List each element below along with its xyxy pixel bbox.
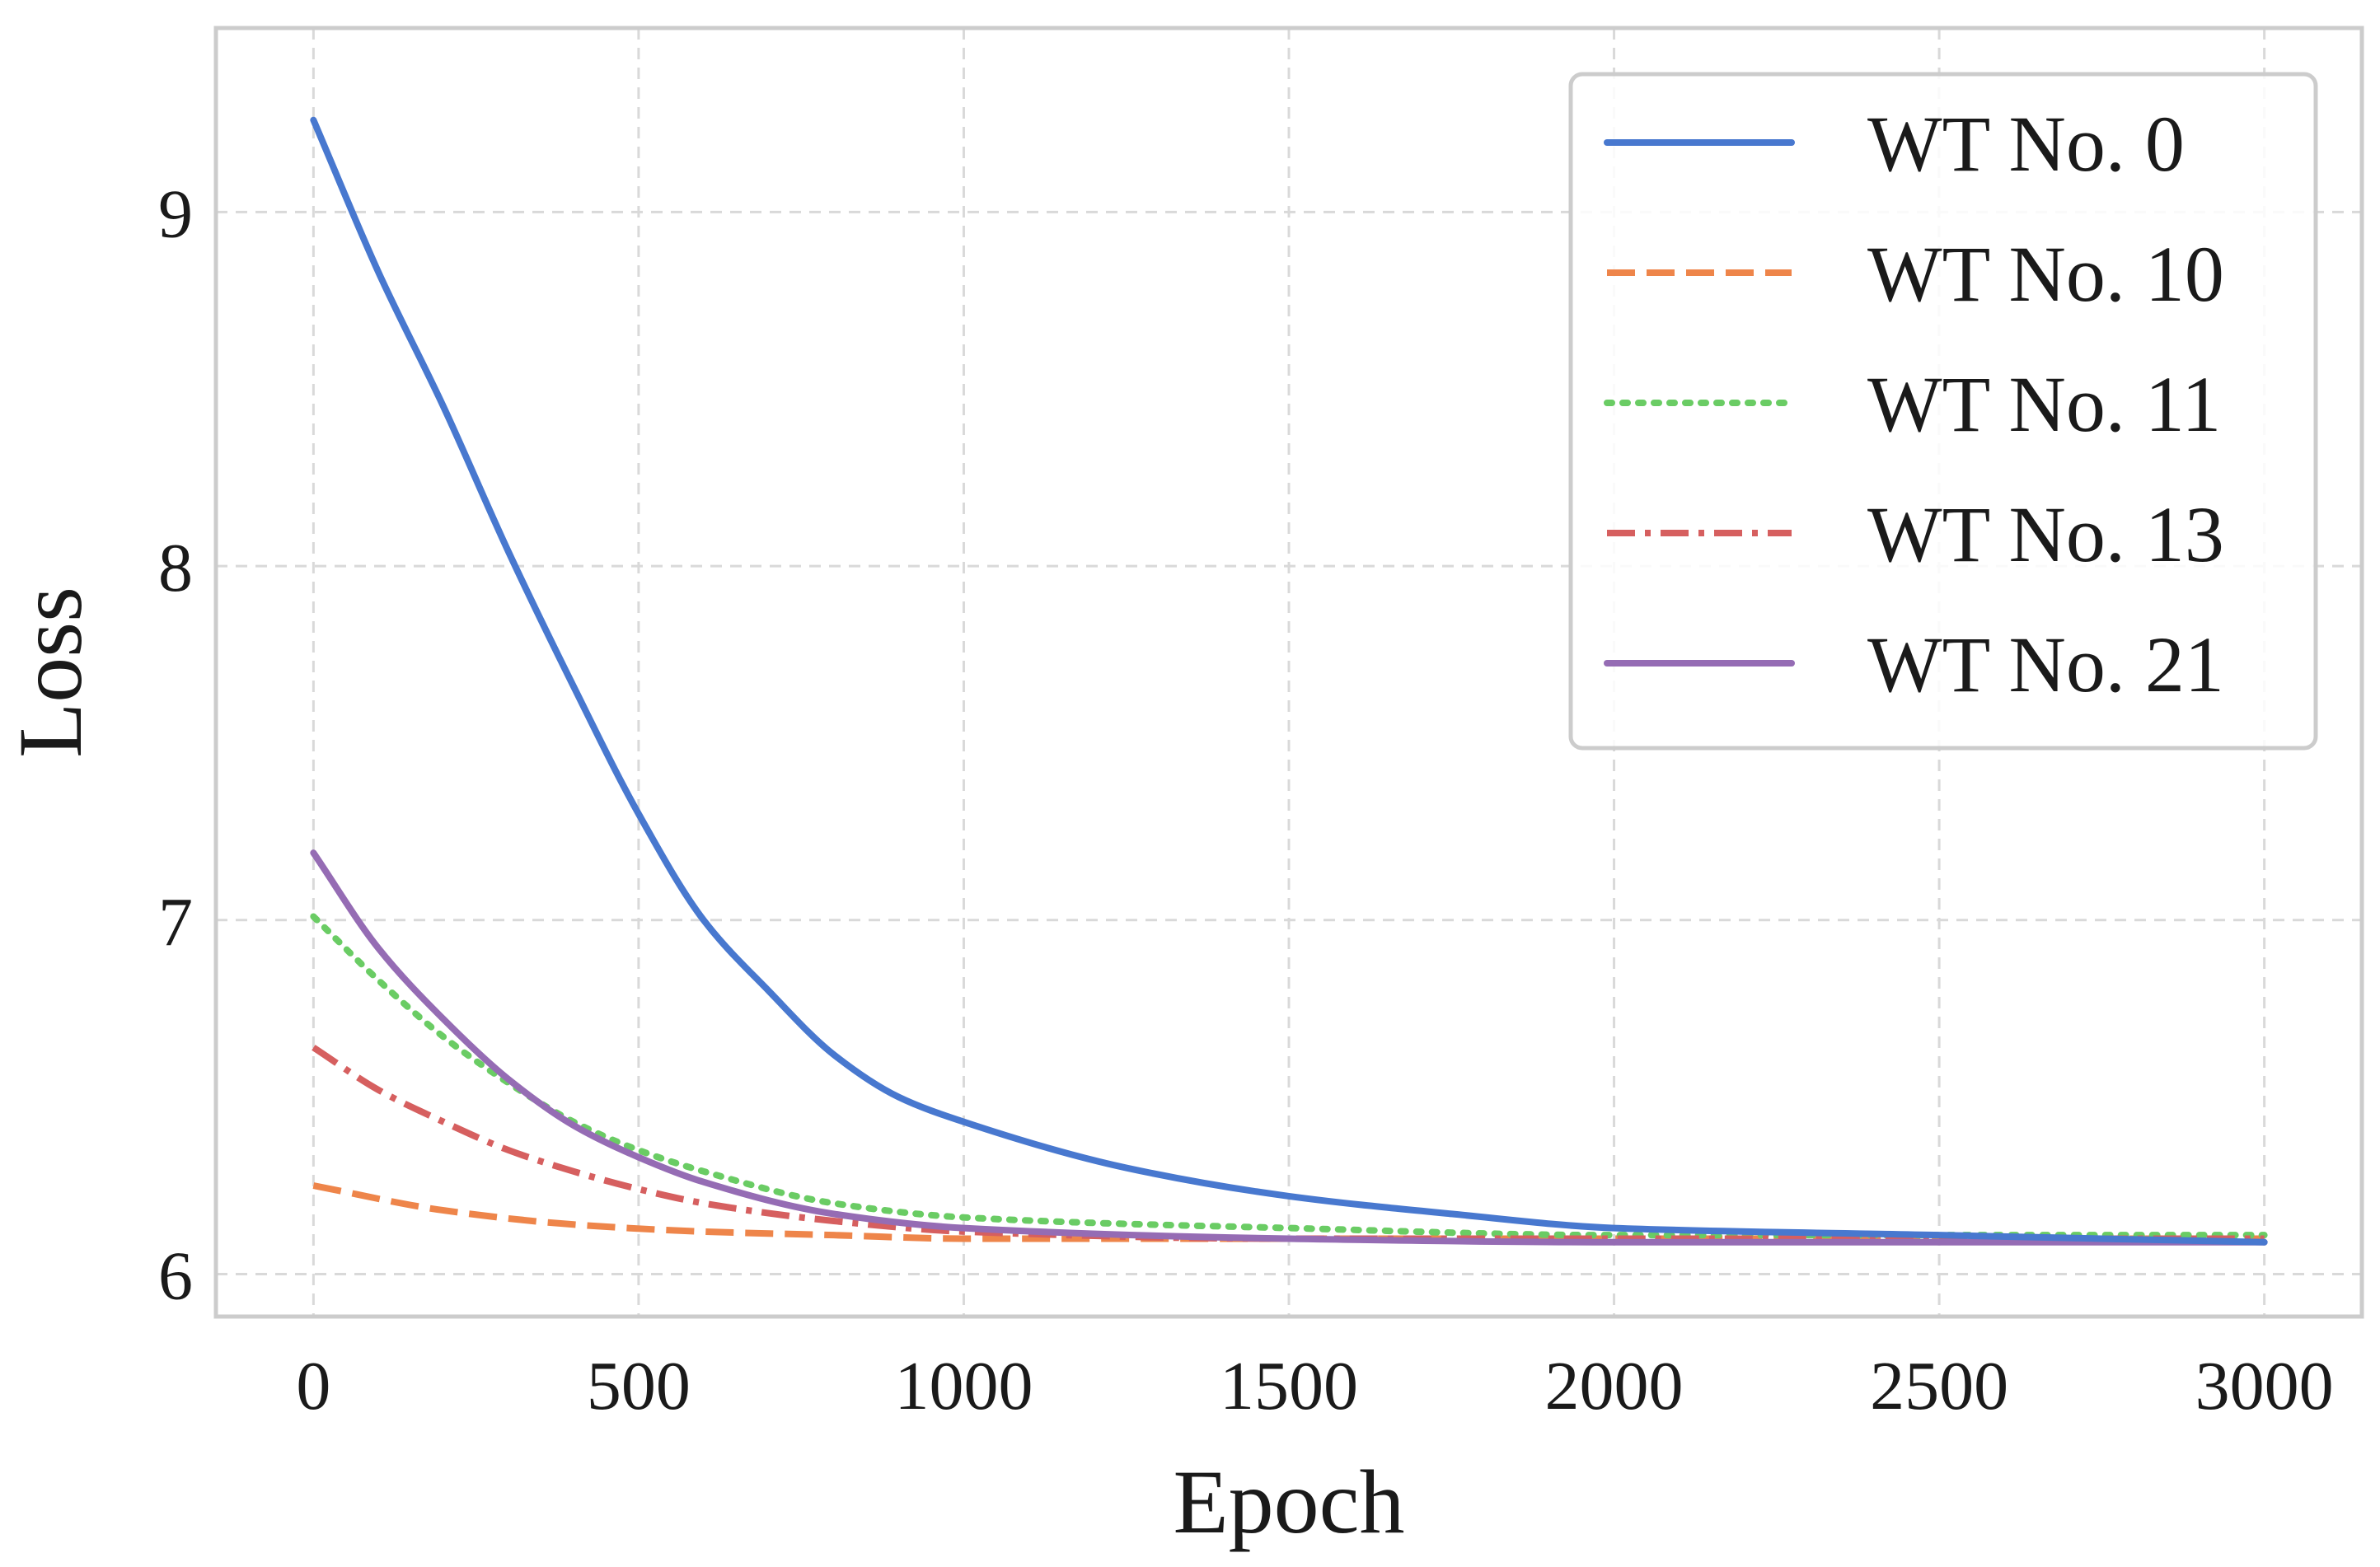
legend-label: WT No. 13: [1867, 490, 2224, 578]
series-line-wt-no-0: [310, 116, 2268, 1246]
x-tick-labels: 0 500 1000 1500 2000 2500 3000: [296, 1348, 2333, 1424]
legend: WT No. 0 WT No. 10 WT No. 11 WT No. 13 WT No…: [1568, 72, 2318, 751]
legend-label: WT No. 10: [1867, 230, 2224, 318]
x-tick-label: 0: [296, 1348, 330, 1424]
series-line-wt-no-21: [310, 849, 2268, 1246]
y-tick-label: 9: [158, 175, 193, 252]
y-tick-label: 8: [158, 530, 193, 606]
y-tick-label: 6: [158, 1237, 193, 1314]
y-tick-label: 7: [158, 884, 193, 961]
legend-label: WT No. 11: [1867, 360, 2221, 448]
x-tick-label: 1500: [1220, 1348, 1358, 1424]
x-tick-label: 3000: [2195, 1348, 2334, 1424]
plot-frame: [213, 26, 2364, 1319]
series-layer: [310, 116, 2268, 1246]
x-axis-title: Epoch: [1173, 1452, 1404, 1552]
series-line-wt-no-13: [312, 1045, 2265, 1242]
x-tick-label: 1000: [894, 1348, 1033, 1424]
y-axis-title: Loss: [0, 587, 101, 758]
legend-label: WT No. 21: [1867, 620, 2224, 709]
grid: [216, 28, 2362, 1317]
legend-label: WT No. 0: [1867, 100, 2185, 188]
x-tick-label: 500: [587, 1348, 691, 1424]
legend-frame: [1568, 72, 2318, 751]
y-tick-labels: 6 7 8 9: [158, 175, 193, 1314]
x-tick-label: 2500: [1870, 1348, 2008, 1424]
x-tick-label: 2000: [1545, 1348, 1684, 1424]
